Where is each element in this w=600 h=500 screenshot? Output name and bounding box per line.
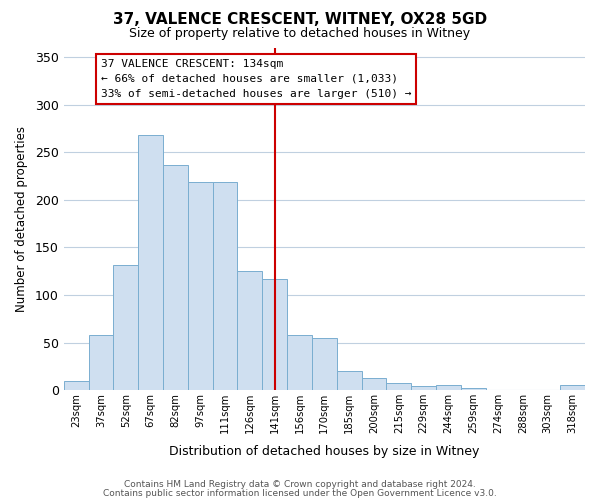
Bar bbox=[386, 382, 411, 390]
Bar bbox=[262, 279, 287, 390]
X-axis label: Distribution of detached houses by size in Witney: Distribution of detached houses by size … bbox=[169, 444, 479, 458]
Bar bbox=[238, 271, 262, 390]
Bar bbox=[337, 371, 362, 390]
Bar bbox=[411, 386, 436, 390]
Bar bbox=[312, 338, 337, 390]
Bar bbox=[362, 378, 386, 390]
Bar bbox=[436, 384, 461, 390]
Bar bbox=[163, 164, 188, 390]
Bar bbox=[287, 335, 312, 390]
Text: Contains public sector information licensed under the Open Government Licence v3: Contains public sector information licen… bbox=[103, 488, 497, 498]
Bar bbox=[113, 264, 138, 390]
Bar bbox=[64, 380, 89, 390]
Y-axis label: Number of detached properties: Number of detached properties bbox=[15, 126, 28, 312]
Bar bbox=[138, 135, 163, 390]
Text: 37 VALENCE CRESCENT: 134sqm
← 66% of detached houses are smaller (1,033)
33% of : 37 VALENCE CRESCENT: 134sqm ← 66% of det… bbox=[101, 59, 412, 98]
Text: Size of property relative to detached houses in Witney: Size of property relative to detached ho… bbox=[130, 28, 470, 40]
Bar bbox=[560, 386, 585, 390]
Bar bbox=[461, 388, 486, 390]
Text: Contains HM Land Registry data © Crown copyright and database right 2024.: Contains HM Land Registry data © Crown c… bbox=[124, 480, 476, 489]
Bar bbox=[188, 182, 212, 390]
Bar bbox=[212, 182, 238, 390]
Text: 37, VALENCE CRESCENT, WITNEY, OX28 5GD: 37, VALENCE CRESCENT, WITNEY, OX28 5GD bbox=[113, 12, 487, 28]
Bar bbox=[89, 335, 113, 390]
